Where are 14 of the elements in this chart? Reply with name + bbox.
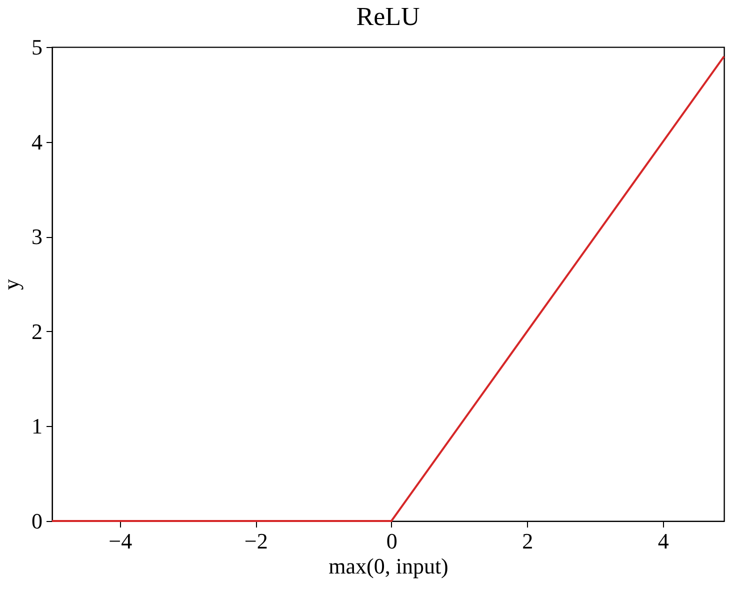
y-tick-label: 3	[32, 224, 42, 250]
chart-title: ReLU	[356, 2, 420, 31]
y-tick-label: 4	[32, 129, 42, 154]
x-axis-title: max(0, input)	[328, 554, 448, 578]
y-tick-label: 0	[32, 508, 42, 534]
y-tick-label: 5	[32, 34, 42, 60]
x-tick-label: 0	[386, 528, 398, 554]
y-tick-label: 2	[32, 318, 42, 344]
y-axis-title: y	[0, 279, 24, 290]
x-tick-label: 2	[522, 528, 534, 554]
x-tick-label: −2	[244, 528, 268, 554]
y-tick-label: 1	[32, 414, 42, 439]
x-tick-label: 4	[658, 528, 669, 554]
x-tick-label: −4	[108, 528, 132, 554]
